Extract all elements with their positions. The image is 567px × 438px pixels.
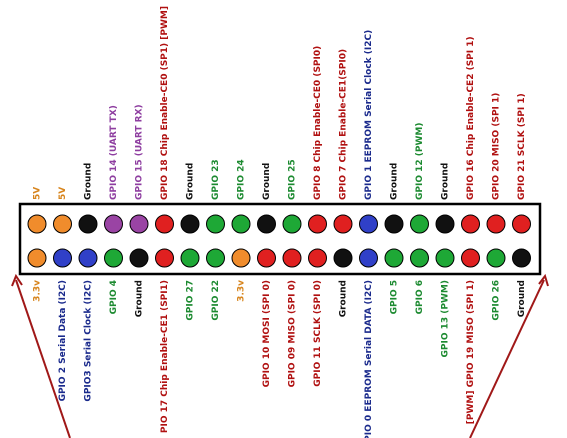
bottom-pin: [435, 248, 455, 268]
bottom-pin-label: GPIO3 Serial Clock (I2C): [84, 280, 94, 402]
bottom-pin-label: 3.3v: [237, 280, 247, 302]
pointer-arrows: [11, 273, 549, 438]
top-pin: [180, 214, 200, 234]
top-pin-label: GPIO 12 (PWM): [415, 123, 425, 200]
top-pin-label: GPIO 8 Chip Enable-CE0 (SPI0): [313, 46, 323, 200]
bottom-pin: [104, 248, 123, 268]
bottom-pin: [78, 248, 98, 268]
top-pin: [410, 214, 429, 234]
top-pin: [435, 214, 455, 234]
bottom-pin-label: Ground: [339, 280, 349, 317]
bottom-pin-label: GPIO 2 Serial Data (I2C): [58, 280, 68, 401]
top-pin: [206, 214, 225, 234]
top-pin-label: GPIO 24: [237, 159, 247, 200]
bottom-pin: [359, 248, 378, 268]
header-outline: [18, 202, 542, 276]
bottom-pin: [308, 248, 327, 268]
bottom-pin-label: GPIO 10 MOSI (SPI 0): [262, 280, 272, 387]
top-pin-label: GPIO 18 Chip Enable-CE0 (SP1) [PWM]: [160, 6, 170, 200]
top-pin: [53, 214, 72, 234]
top-pin-label: GPIO 14 (UART TX): [109, 105, 119, 200]
top-pin: [282, 214, 302, 234]
bottom-pin-label: Ground: [517, 280, 527, 317]
top-pin-label: 5V: [58, 187, 68, 200]
bottom-pin: [410, 248, 429, 268]
bottom-pin: [257, 248, 276, 268]
bottom-pin: [155, 248, 174, 268]
bottom-pin: [206, 248, 225, 268]
top-pin: [257, 214, 276, 234]
left-arrowhead-icon: [11, 273, 23, 287]
top-pin: [512, 214, 531, 234]
bottom-pin: [461, 248, 480, 268]
bottom-pin-label: GPIO 22: [211, 280, 221, 321]
top-pin-label: GPIO 16 Chip Enable-CE2 (SPI 1): [466, 36, 476, 200]
top-pin: [359, 214, 378, 234]
bottom-pin: [333, 248, 353, 268]
top-pin: [129, 214, 149, 234]
bottom-pin-label: 3.3v: [33, 280, 43, 302]
bottom-pin-label: [PWM] GPIO 19 MISO (SPI 1): [466, 280, 476, 424]
bottom-pin: [27, 248, 47, 268]
bottom-pin: [53, 248, 72, 268]
top-row-labels: 5V 5V Ground GPIO 14 (UART TX) GPIO 15 (UART…: [33, 6, 528, 200]
top-pin: [27, 214, 47, 234]
top-pin-label: GPIO 1 EEPROM Serial Clock (I2C): [364, 30, 374, 200]
bottom-pin-label: GPIO 13 (PWM): [441, 280, 451, 357]
top-pin-label: GPIO 20 MISO (SPI 1): [492, 93, 502, 200]
top-pin-label: Ground: [186, 163, 196, 200]
bottom-pin-label: GPIO 09 MISO (SPI 0): [288, 280, 298, 387]
top-pin-label: GPIO 15 (UART RX): [135, 104, 145, 200]
bottom-pin-label: GPIO 26: [492, 280, 502, 321]
top-pin-label: Ground: [262, 163, 272, 200]
bottom-pin: [129, 248, 149, 268]
left-arrow-icon: [15, 279, 71, 438]
top-pin: [486, 214, 506, 234]
top-pin: [155, 214, 174, 234]
top-pin-label: GPIO 23: [211, 159, 221, 200]
bottom-row-labels: 3.3v GPIO 2 Serial Data (I2C) GPIO3 Serial…: [33, 280, 528, 438]
top-pin-label: GPIO 25: [288, 159, 298, 200]
right-arrow-icon: [469, 279, 545, 438]
gpio-pins: [27, 214, 531, 268]
bottom-pin-label: GPIO 5: [390, 280, 400, 314]
top-pin: [461, 214, 480, 234]
bottom-pin: [282, 248, 302, 268]
top-pin-label: Ground: [390, 163, 400, 200]
bottom-pin: [486, 248, 506, 268]
bottom-pin: [180, 248, 200, 268]
bottom-pin-label: GPIO 6: [415, 280, 425, 314]
top-pin: [104, 214, 123, 234]
top-pin-label: GPIO 7 Chip Enable-CE1(SPI0): [339, 49, 349, 200]
bottom-pin-label: PIO 17 Chip Enable-CE1 (SPI1): [160, 280, 170, 433]
bottom-pin-label: GPIO 11 SCLK (SPI 0): [313, 280, 323, 387]
top-pin: [78, 214, 98, 234]
bottom-pin-label: GPIO 4: [109, 280, 119, 314]
top-pin-label: Ground: [441, 163, 451, 200]
top-pin-label: Ground: [84, 163, 94, 200]
top-pin: [384, 214, 404, 234]
top-pin-label: 5V: [33, 187, 43, 200]
top-pin-label: GPIO 21 SCLK (SPI 1): [517, 93, 527, 200]
bottom-pin-label: GPIO 0 EEPROM Serial DATA (I2C): [364, 280, 374, 438]
bottom-pin: [384, 248, 404, 268]
right-arrowhead-icon: [538, 273, 549, 287]
bottom-pin-label: Ground: [135, 280, 145, 317]
top-pin: [333, 214, 353, 234]
bottom-pin: [512, 248, 531, 268]
bottom-pin: [231, 248, 251, 268]
top-pin: [308, 214, 327, 234]
top-pin: [231, 214, 251, 234]
bottom-pin-label: GPIO 27: [186, 280, 196, 321]
